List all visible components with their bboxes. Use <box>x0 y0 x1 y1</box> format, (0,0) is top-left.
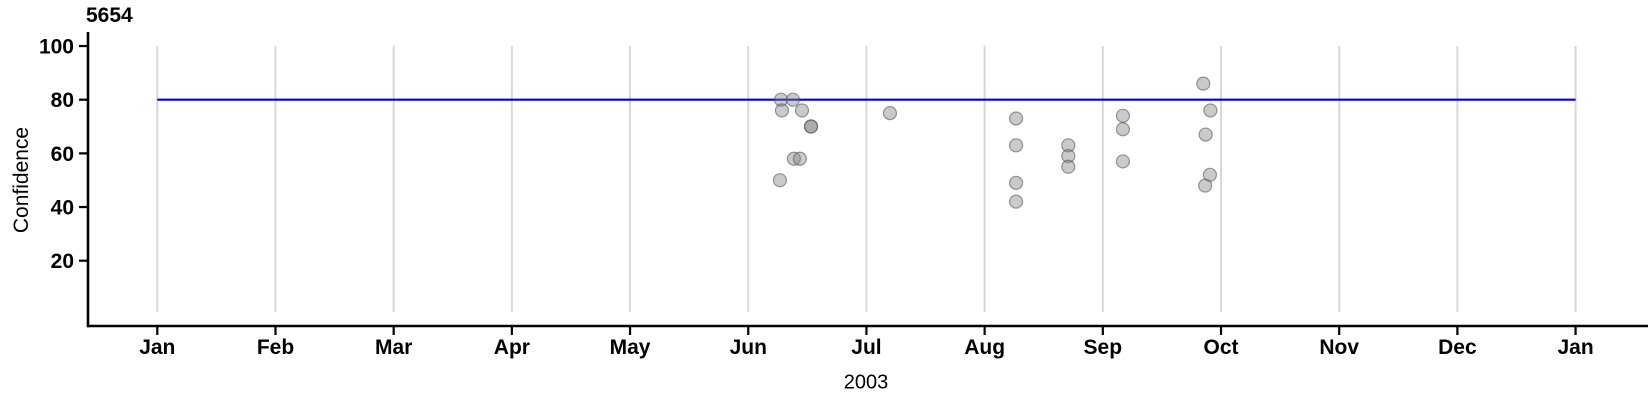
data-point <box>1198 178 1213 193</box>
data-point <box>882 106 898 121</box>
y-tick-label: 40 <box>51 197 74 220</box>
x-tick-label: Apr <box>494 336 530 359</box>
data-point <box>785 92 801 107</box>
x-axis-title: 2003 <box>843 371 889 394</box>
x-tick-label: May <box>610 336 651 359</box>
data-point <box>792 151 807 166</box>
chart-title: 5654 <box>86 4 133 27</box>
data-point <box>1008 175 1024 190</box>
x-tick-label: Feb <box>257 336 294 359</box>
x-tick-label: Jun <box>730 336 767 359</box>
data-point <box>773 92 789 107</box>
x-tick-label: Jan <box>1557 336 1593 359</box>
y-tick-label: 100 <box>39 36 74 59</box>
data-point <box>772 173 788 188</box>
data-point <box>1115 122 1131 137</box>
data-point <box>1061 159 1076 174</box>
x-tick-label: Mar <box>375 336 412 359</box>
y-tick-label: 80 <box>51 89 74 112</box>
data-point <box>1008 194 1024 209</box>
x-tick-label: Aug <box>964 336 1005 359</box>
data-point <box>1061 138 1076 153</box>
x-tick-label: Oct <box>1204 336 1239 359</box>
data-point <box>1196 76 1211 91</box>
y-tick-label: 20 <box>51 250 74 273</box>
data-point <box>803 119 819 134</box>
y-tick-label: 60 <box>51 143 74 166</box>
data-point <box>1198 127 1213 142</box>
data-point <box>774 103 790 118</box>
x-tick-label: Jan <box>139 336 175 359</box>
x-tick-label: Jul <box>851 336 881 359</box>
data-point <box>794 103 810 118</box>
x-tick-label: Nov <box>1319 336 1359 359</box>
data-point <box>1115 154 1131 169</box>
data-point <box>1203 103 1218 118</box>
x-tick-label: Sep <box>1084 336 1123 359</box>
data-point <box>1008 138 1024 153</box>
data-point <box>1008 111 1024 126</box>
x-tick-label: Dec <box>1438 336 1477 359</box>
data-point <box>1115 108 1131 123</box>
data-point <box>1061 148 1076 164</box>
